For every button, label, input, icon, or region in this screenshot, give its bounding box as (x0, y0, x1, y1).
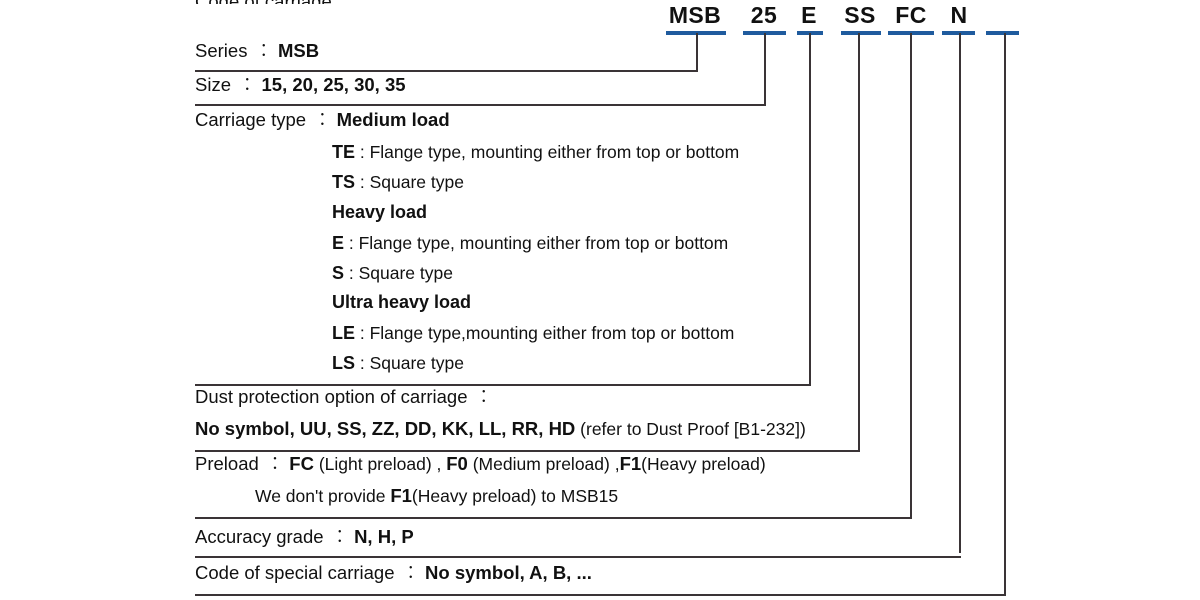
row-series-label: Series (195, 40, 248, 61)
row-dust-colon: ︰ (474, 386, 494, 407)
row-preload-note-code: F1 (390, 485, 412, 506)
carriage-entry-ts: TS : Square type (332, 173, 464, 192)
row-dust-value: No symbol, UU, SS, ZZ, DD, KK, LL, RR, H… (195, 418, 576, 439)
row-series: Series ︰ MSB (195, 40, 320, 61)
leader-drop-dust (858, 33, 860, 451)
code-underline-special (986, 31, 1019, 35)
leader-drop-accuracy (959, 33, 961, 553)
carriage-entry-e-desc: Flange type, mounting either from top or… (358, 233, 729, 253)
row-dust-label: Dust protection option of carriage (195, 386, 468, 407)
code-token-dust: SS (844, 2, 876, 28)
row-preload-note-post: (Heavy preload) to MSB15 (411, 486, 619, 506)
row-preload-text-f1: (Heavy preload) (641, 454, 766, 474)
carriage-entry-ts-sep: : (355, 172, 370, 192)
carriage-entry-e-sep: : (344, 233, 359, 253)
carriage-entry-te: TE : Flange type, mounting either from t… (332, 143, 739, 162)
row-accuracy-value: N, H, P (354, 526, 414, 547)
row-preload-note: We don't provide F1(Heavy preload) to MS… (255, 485, 619, 506)
row-dust-value-line: No symbol, UU, SS, ZZ, DD, KK, LL, RR, H… (195, 418, 806, 439)
code-underline-dust (841, 31, 881, 35)
row-dust-note: (refer to Dust Proof [B1-232]) (575, 419, 806, 439)
carriage-entry-ls-code: LS (332, 353, 356, 373)
carriage-entry-le-code: LE (332, 323, 356, 343)
row-size-label: Size (195, 74, 231, 95)
row-special-value: No symbol, A, B, ... (425, 562, 592, 583)
rule-series (195, 70, 698, 72)
row-preload-text-fc: (Light preload) , (313, 454, 447, 474)
row-series-colon: ︰ (254, 40, 273, 61)
row-accuracy-label: Accuracy grade (195, 526, 324, 547)
carriage-entry-s-sep: : (344, 263, 359, 283)
row-series-value: MSB (277, 40, 320, 61)
row-size-colon: ︰ (238, 74, 257, 95)
row-carriage-type-colon: ︰ (313, 109, 332, 130)
code-underline-accuracy (942, 31, 975, 35)
leader-drop-preload (910, 33, 912, 518)
row-preload: Preload ︰ FC (Light preload) , F0 (Medium … (195, 453, 766, 474)
carriage-entry-le-desc: Flange type,mounting either from top or … (369, 323, 735, 343)
leader-drop-size (764, 33, 766, 104)
row-carriage-type: Carriage type ︰ Medium load (195, 109, 450, 130)
code-token-series: MSB (668, 2, 722, 28)
code-token-accuracy: N (950, 2, 968, 28)
carriage-entry-ls-sep: : (355, 353, 370, 373)
carriage-group-ultra-heavy-load: Ultra heavy load (332, 293, 471, 312)
row-accuracy: Accuracy grade ︰ N, H, P (195, 526, 414, 547)
rule-size (195, 104, 766, 106)
diagram-title: Code of carriage (195, 0, 455, 4)
row-preload-colon: ︰ (265, 453, 285, 474)
row-dust: Dust protection option of carriage ︰ (195, 386, 498, 407)
row-preload-code-fc: FC (289, 453, 314, 474)
carriage-entry-s: S : Square type (332, 264, 453, 283)
carriage-entry-ls-desc: Square type (369, 353, 464, 373)
rule-preload (195, 517, 912, 519)
code-token-carriage-type: E (801, 2, 817, 28)
carriage-group-heavy-load-label: Heavy load (332, 202, 428, 222)
carriage-entry-te-sep: : (355, 142, 370, 162)
row-carriage-type-value: Medium load (336, 109, 450, 130)
rule-accuracy (195, 556, 961, 558)
carriage-group-ultra-heavy-load-label: Ultra heavy load (332, 292, 472, 312)
row-preload-text-f0: (Medium preload) , (467, 454, 620, 474)
carriage-entry-s-code: S (332, 263, 345, 283)
leader-drop-series (696, 33, 698, 71)
row-special: Code of special carriage ︰ No symbol, A, B… (195, 562, 592, 583)
carriage-group-heavy-load: Heavy load (332, 203, 427, 222)
row-carriage-type-label: Carriage type (195, 109, 307, 130)
carriage-entry-e: E : Flange type, mounting either from to… (332, 234, 728, 253)
rule-dust (195, 450, 860, 452)
carriage-entry-ts-code: TS (332, 172, 356, 192)
rule-special (195, 594, 1006, 596)
row-special-colon: ︰ (401, 562, 421, 583)
carriage-entry-te-code: TE (332, 142, 356, 162)
row-preload-code-f1: F1 (619, 453, 642, 474)
row-special-label: Code of special carriage (195, 562, 395, 583)
row-preload-note-pre: We don't provide (255, 486, 391, 506)
row-accuracy-colon: ︰ (330, 526, 350, 547)
carriage-entry-ls: LS : Square type (332, 354, 464, 373)
carriage-entry-le-sep: : (355, 323, 370, 343)
carriage-entry-le: LE : Flange type,mounting either from to… (332, 324, 734, 343)
carriage-entry-ts-desc: Square type (369, 172, 464, 192)
row-size-value: 15, 20, 25, 30, 35 (261, 74, 406, 95)
leader-drop-carriage-type (809, 33, 811, 385)
row-preload-code-f0: F0 (446, 453, 468, 474)
carriage-entry-te-desc: Flange type, mounting either from top or… (369, 142, 740, 162)
carriage-entry-s-desc: Square type (358, 263, 453, 283)
rule-carriage-type (195, 384, 811, 386)
row-preload-label: Preload (195, 453, 259, 474)
carriage-entry-e-code: E (332, 233, 345, 253)
row-size: Size ︰ 15, 20, 25, 30, 35 (195, 74, 406, 95)
leader-drop-special (1004, 33, 1006, 596)
code-token-size: 25 (750, 2, 778, 28)
code-token-preload: FC (895, 2, 927, 28)
